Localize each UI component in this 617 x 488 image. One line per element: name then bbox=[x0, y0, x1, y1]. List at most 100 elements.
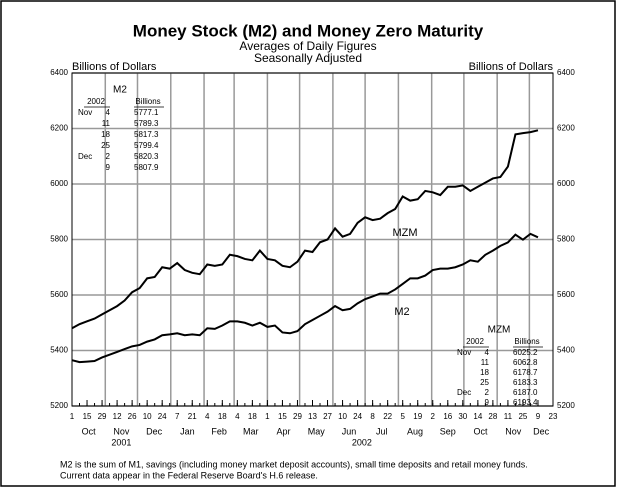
table-title: MZM bbox=[488, 325, 511, 336]
x-month-label: Aug bbox=[407, 426, 423, 436]
x-tick-label: 10 bbox=[338, 412, 347, 421]
x-tick-label: 25 bbox=[518, 412, 527, 421]
y2-tick-label: 5200 bbox=[557, 401, 575, 410]
table-header: 2002 bbox=[87, 97, 105, 106]
x-tick-label: 26 bbox=[128, 412, 137, 421]
table-title: M2 bbox=[113, 85, 127, 96]
table-cell: 5817.3 bbox=[134, 130, 159, 139]
y2-tick-label: 6000 bbox=[557, 179, 575, 188]
x-tick-label: 22 bbox=[383, 412, 392, 421]
y2-tick-label: 5800 bbox=[557, 235, 575, 244]
table-header: Billions bbox=[514, 337, 539, 346]
series-line bbox=[71, 129, 539, 330]
x-tick-label: 12 bbox=[113, 412, 122, 421]
y-axis-label: Billions of Dollars bbox=[72, 61, 157, 73]
table-cell: 25 bbox=[480, 378, 489, 387]
x-month-label: Sep bbox=[440, 426, 456, 436]
x-month-label: May bbox=[308, 426, 326, 436]
x-tick-label: 4 bbox=[205, 412, 210, 421]
table-cell: 6183.3 bbox=[513, 378, 538, 387]
x-month-label: Feb bbox=[211, 426, 227, 436]
footnote: Current data appear in the Federal Reser… bbox=[60, 470, 318, 480]
x-month-label: Dec bbox=[533, 426, 550, 436]
table-cell: 6193.4 bbox=[513, 398, 538, 407]
chart-title: Money Stock (M2) and Money Zero Maturity bbox=[133, 21, 484, 40]
table-cell: 18 bbox=[480, 368, 489, 377]
table-cell: 9 bbox=[106, 163, 111, 172]
x-tick-label: 15 bbox=[83, 412, 92, 421]
y2-tick-label: 5400 bbox=[557, 346, 575, 355]
x-month-label: Nov bbox=[505, 426, 522, 436]
x-tick-label: 30 bbox=[458, 412, 467, 421]
x-tick-label: 14 bbox=[473, 412, 482, 421]
x-tick-label: 7 bbox=[175, 412, 180, 421]
y-tick-label: 5800 bbox=[50, 235, 68, 244]
y-tick-label: 5200 bbox=[50, 401, 68, 410]
table-header: Billions bbox=[135, 97, 160, 106]
table-cell: 25 bbox=[101, 141, 110, 150]
x-tick-label: 27 bbox=[323, 412, 332, 421]
x-tick-label: 11 bbox=[504, 412, 513, 421]
x-month-label: Mar bbox=[243, 426, 259, 436]
x-month-label: Dec bbox=[146, 426, 163, 436]
chart-subtitle: Seasonally Adjusted bbox=[254, 51, 362, 65]
table-cell: 6187.0 bbox=[513, 388, 538, 397]
table-header: 2002 bbox=[466, 337, 484, 346]
series-line bbox=[71, 232, 539, 364]
x-tick-label: 8 bbox=[370, 412, 375, 421]
x-tick-label: 9 bbox=[536, 412, 541, 421]
x-month-label: Nov bbox=[113, 426, 130, 436]
x-tick-label: 2 bbox=[431, 412, 436, 421]
table-cell: Dec bbox=[457, 388, 471, 397]
table-cell: 5777.1 bbox=[134, 108, 159, 117]
x-month-label: Jan bbox=[180, 426, 195, 436]
y-tick-label: 6400 bbox=[50, 68, 68, 77]
x-month-label: Oct bbox=[82, 426, 97, 436]
table-cell: 4 bbox=[485, 348, 490, 357]
table-cell: 9 bbox=[485, 398, 490, 407]
x-tick-label: 18 bbox=[248, 412, 257, 421]
table-cell: 18 bbox=[101, 130, 110, 139]
table-cell: 11 bbox=[102, 119, 111, 128]
x-month-label: Jun bbox=[342, 426, 357, 436]
table-cell: 5807.9 bbox=[134, 163, 159, 172]
table-cell: 5799.4 bbox=[134, 141, 159, 150]
x-tick-label: 1 bbox=[70, 412, 75, 421]
x-tick-label: 18 bbox=[218, 412, 227, 421]
y2-axis-label: Billions of Dollars bbox=[469, 61, 554, 73]
table-cell: Dec bbox=[78, 152, 92, 161]
y2-tick-label: 6400 bbox=[557, 68, 575, 77]
line-label: MZM bbox=[392, 227, 417, 239]
footnote: M2 is the sum of M1, savings (including … bbox=[60, 459, 528, 469]
table-cell: 2 bbox=[485, 388, 490, 397]
table-cell: 6178.7 bbox=[513, 368, 538, 377]
x-tick-label: 24 bbox=[353, 412, 362, 421]
x-tick-label: 4 bbox=[235, 412, 240, 421]
x-tick-label: 28 bbox=[488, 412, 497, 421]
x-tick-label: 21 bbox=[188, 412, 197, 421]
y2-tick-label: 5600 bbox=[557, 290, 575, 299]
table-cell: 6025.2 bbox=[513, 348, 538, 357]
table-cell: Nov bbox=[78, 108, 92, 117]
table-cell: 5789.3 bbox=[134, 119, 159, 128]
x-month-label: Oct bbox=[474, 426, 489, 436]
table-cell: 4 bbox=[106, 108, 111, 117]
x-tick-label: 1 bbox=[265, 412, 270, 421]
table-cell: 5820.3 bbox=[134, 152, 159, 161]
x-tick-label: 16 bbox=[443, 412, 452, 421]
chart-subtitle: Averages of Daily Figures bbox=[239, 39, 376, 53]
line-label: M2 bbox=[394, 306, 409, 318]
y2-tick-label: 6200 bbox=[557, 124, 575, 133]
x-tick-label: 15 bbox=[278, 412, 287, 421]
x-tick-label: 13 bbox=[308, 412, 317, 421]
y-tick-label: 6200 bbox=[50, 124, 68, 133]
x-tick-label: 10 bbox=[143, 412, 152, 421]
x-tick-label: 5 bbox=[400, 412, 405, 421]
table-cell: 2 bbox=[106, 152, 111, 161]
x-month-label: Apr bbox=[277, 426, 291, 436]
y-tick-label: 5600 bbox=[50, 290, 68, 299]
x-tick-label: 23 bbox=[549, 412, 558, 421]
table-cell: 6062.8 bbox=[513, 358, 538, 367]
